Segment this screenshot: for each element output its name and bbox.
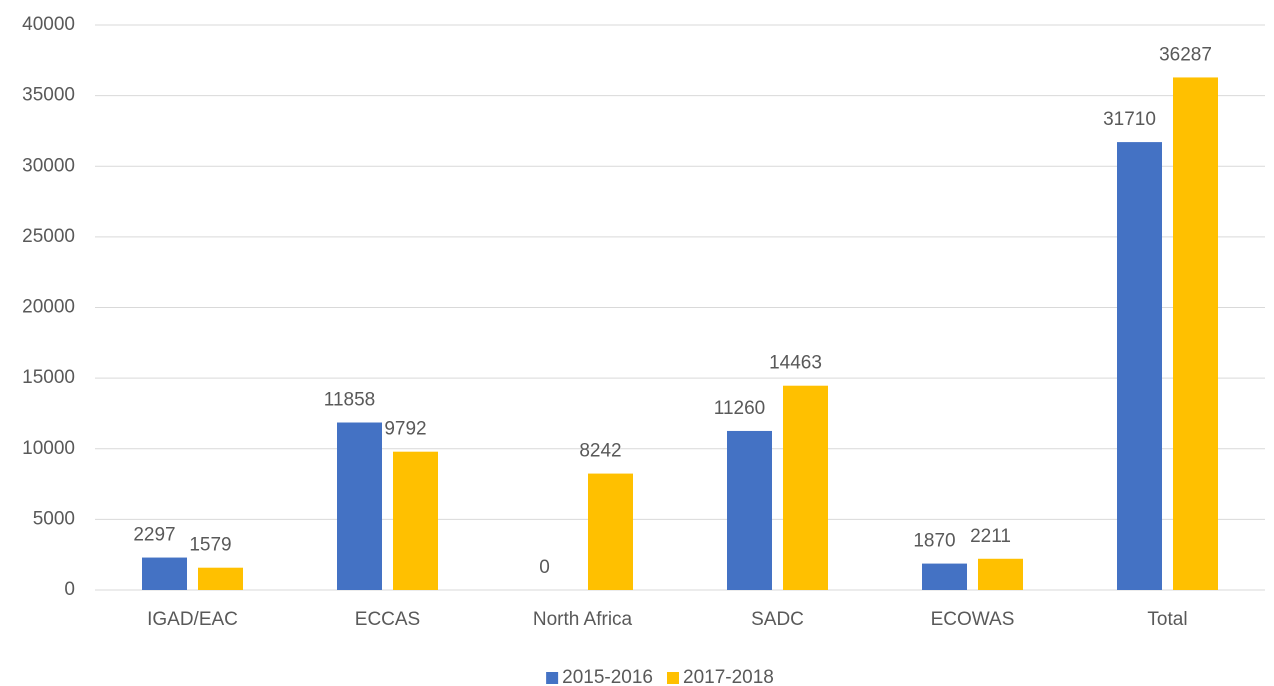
y-tick-label: 35000 (22, 85, 75, 106)
data-label: 14463 (769, 353, 822, 374)
data-label: 1579 (189, 535, 231, 556)
y-tick-label: 10000 (22, 438, 75, 459)
x-tick-label: ECOWAS (931, 609, 1015, 630)
y-tick-label: 30000 (22, 155, 75, 176)
y-tick-label: 15000 (22, 367, 75, 388)
bar (1117, 142, 1162, 590)
x-tick-label: SADC (751, 609, 804, 630)
bar (142, 557, 187, 590)
y-tick-label: 0 (64, 579, 75, 600)
bar (922, 563, 967, 590)
bar (588, 473, 633, 590)
x-tick-label: Total (1147, 609, 1187, 630)
bar (727, 430, 772, 590)
bar (198, 567, 243, 590)
data-label: 1870 (913, 531, 955, 552)
y-tick-label: 5000 (33, 508, 75, 529)
data-label: 2297 (133, 525, 175, 546)
bar (978, 558, 1023, 590)
data-label: 11858 (324, 390, 375, 411)
bar (783, 385, 828, 590)
legend-swatch (546, 672, 559, 684)
legend-swatch (667, 672, 679, 684)
y-tick-label: 40000 (22, 14, 75, 35)
legend-label: 2015-2016 (562, 667, 653, 686)
legend-label: 2017-2018 (683, 667, 774, 686)
bar (337, 422, 382, 590)
y-tick-label: 25000 (22, 226, 75, 247)
data-label: 31710 (1103, 109, 1156, 130)
x-tick-label: North Africa (533, 609, 633, 630)
y-tick-label: 20000 (22, 297, 75, 318)
data-label: 9792 (384, 419, 426, 440)
data-label: 11260 (714, 398, 765, 419)
x-tick-label: IGAD/EAC (147, 609, 238, 630)
bar (1173, 77, 1218, 591)
x-tick-label: ECCAS (355, 609, 420, 630)
data-label: 0 (539, 557, 550, 578)
data-label: 36287 (1159, 44, 1212, 65)
bar (393, 451, 438, 590)
data-label: 2211 (970, 526, 1011, 547)
data-label: 8242 (579, 441, 621, 462)
